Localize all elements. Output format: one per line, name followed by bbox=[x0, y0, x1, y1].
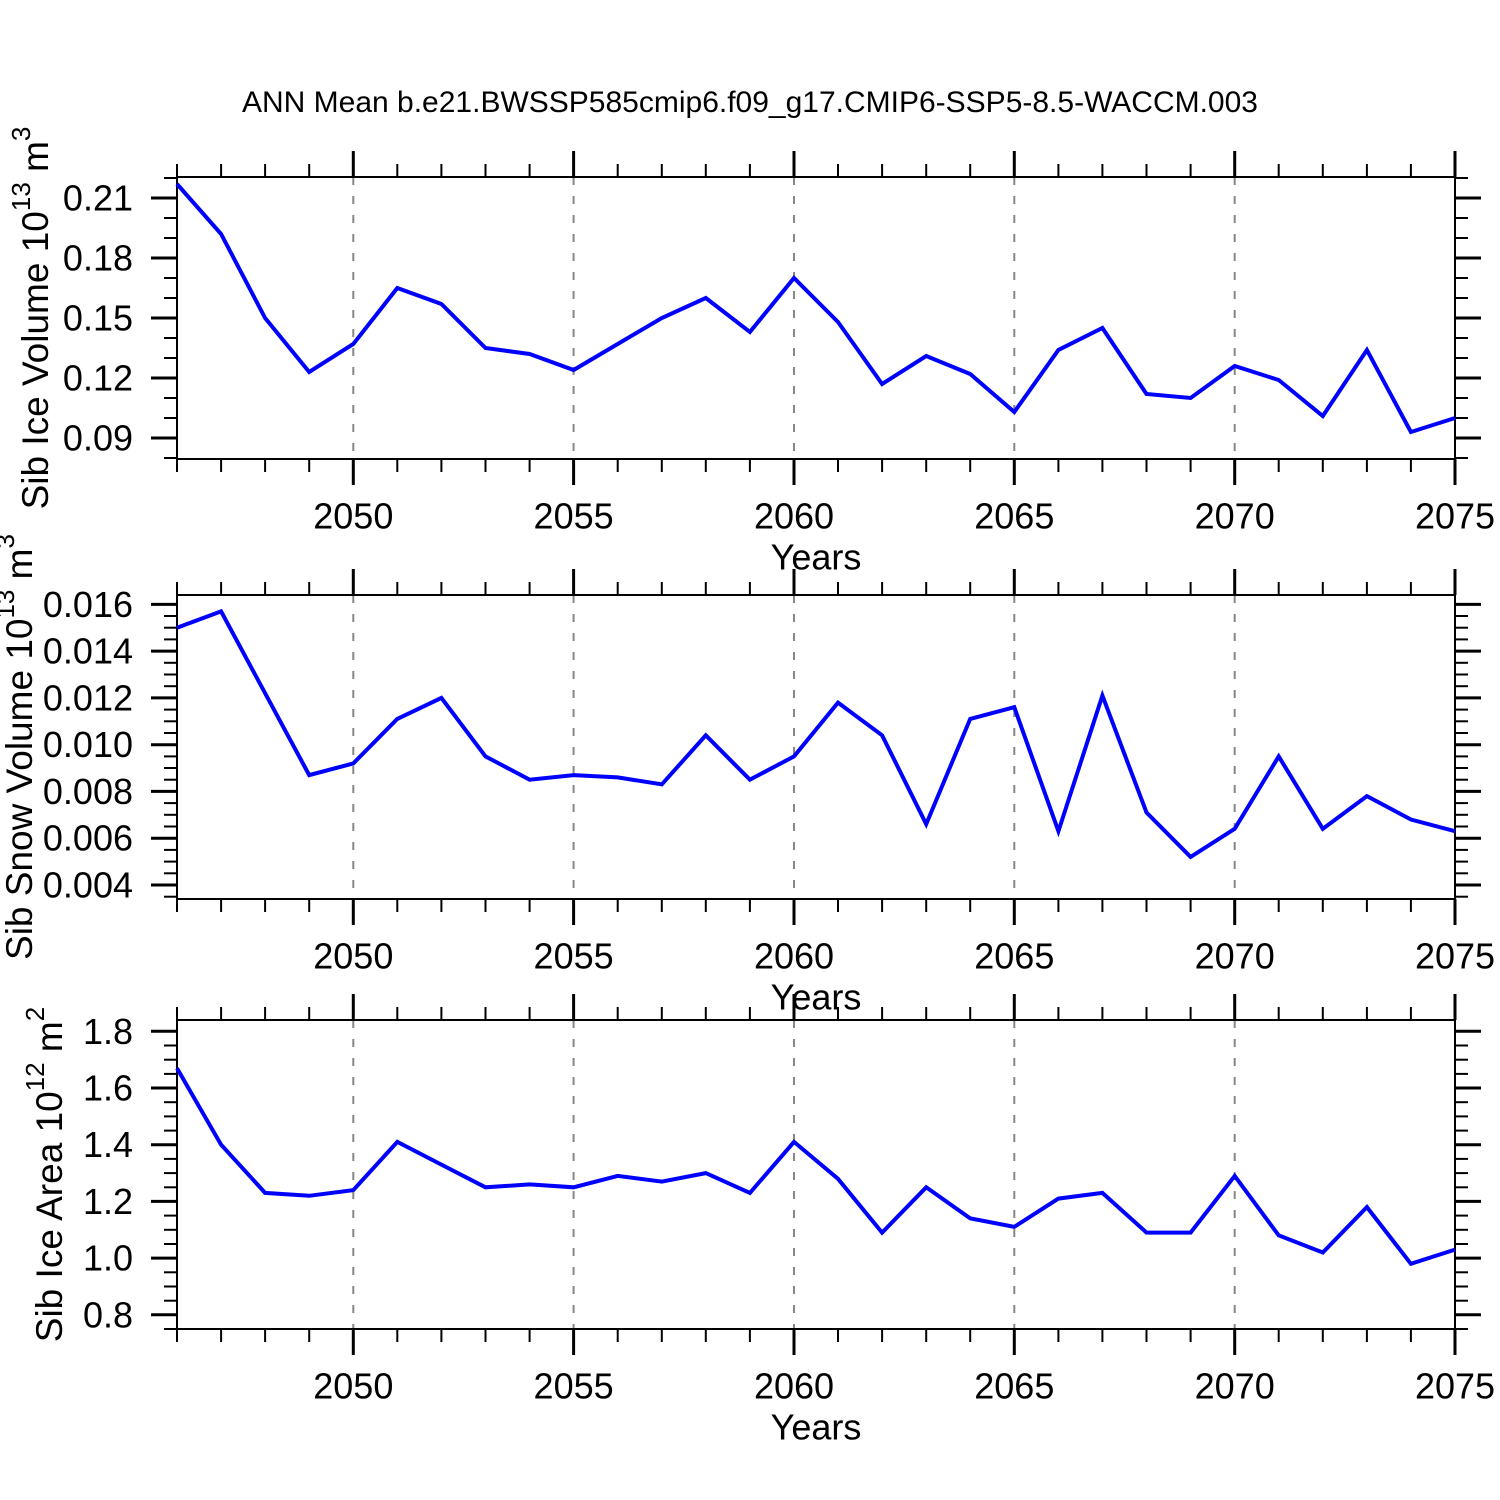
y-tick-label: 0.012 bbox=[43, 677, 133, 718]
x-tick-label: 2050 bbox=[313, 936, 393, 977]
x-tick-label: 2070 bbox=[1195, 496, 1275, 537]
x-tick-label: 2060 bbox=[754, 496, 834, 537]
y-tick-label: 1.6 bbox=[83, 1068, 133, 1109]
chart-title: ANN Mean b.e21.BWSSP585cmip6.f09_g17.CMI… bbox=[241, 86, 1258, 119]
sib-snow-volume-line bbox=[176, 608, 1456, 860]
panel-sib-snow-volume: 0.016 0.014 0.012 0.010 0.008 0.006 0.004 2050 2… bbox=[0, 534, 1495, 1017]
panel-sib-ice-area: 1.8 1.6 1.4 1.2 1.0 0.8 2050 2055 2060 2065 2070 20… bbox=[20, 994, 1495, 1448]
y-tick-label: 0.008 bbox=[43, 771, 133, 812]
y-tick-label: 1.2 bbox=[83, 1181, 133, 1222]
y-tick-label: 0.006 bbox=[43, 818, 133, 859]
y-tick-label: 0.12 bbox=[63, 358, 133, 399]
x-tick-label: 2055 bbox=[534, 1366, 614, 1407]
plot-frame bbox=[176, 176, 1456, 460]
y-tick-label: 0.014 bbox=[43, 631, 133, 672]
y-tick-label: 1.4 bbox=[83, 1124, 133, 1165]
y-tick-label: 0.004 bbox=[43, 865, 133, 906]
plot-frame bbox=[176, 594, 1456, 900]
y-tick-label: 0.8 bbox=[83, 1294, 133, 1335]
panel-sib-ice-volume: 0.21 0.18 0.15 0.12 0.09 2050 2055 2060 2065 2070… bbox=[6, 127, 1495, 578]
x-tick-label: 2075 bbox=[1415, 936, 1495, 977]
sib-ice-volume-line bbox=[175, 182, 1456, 435]
x-tick-label: 2075 bbox=[1415, 1366, 1495, 1407]
x-tick-label: 2065 bbox=[974, 1366, 1054, 1407]
y-tick-label: 0.010 bbox=[43, 724, 133, 765]
x-tick-label: 2055 bbox=[534, 496, 614, 537]
x-axis-title: Years bbox=[771, 1407, 862, 1448]
y-axis-title: Sib Ice Volume 1013 m3 bbox=[6, 127, 56, 510]
x-tick-label: 2065 bbox=[974, 496, 1054, 537]
x-axis-title: Years bbox=[771, 537, 862, 578]
y-tick-label: 0.09 bbox=[63, 418, 133, 459]
x-tick-label: 2070 bbox=[1195, 936, 1275, 977]
sib-ice-area-line bbox=[175, 1067, 1456, 1267]
x-axis-title: Years bbox=[771, 977, 862, 1018]
x-tick-label: 2075 bbox=[1415, 496, 1495, 537]
y-tick-label: 0.016 bbox=[43, 584, 133, 625]
y-tick-label: 1.0 bbox=[83, 1238, 133, 1279]
plot-frame bbox=[176, 1019, 1456, 1330]
x-tick-label: 2060 bbox=[754, 1366, 834, 1407]
x-tick-label: 2050 bbox=[313, 1366, 393, 1407]
y-tick-label: 1.8 bbox=[83, 1011, 133, 1052]
x-tick-label: 2050 bbox=[313, 496, 393, 537]
x-tick-label: 2065 bbox=[974, 936, 1054, 977]
y-axis-title: Sib Ice Area 1012 m2 bbox=[20, 1007, 70, 1342]
x-tick-label: 2055 bbox=[534, 936, 614, 977]
y-tick-label: 0.21 bbox=[63, 178, 133, 219]
y-axis-title: Sib Snow Volume 1013 m3 bbox=[0, 534, 40, 960]
y-tick-label: 0.15 bbox=[63, 298, 133, 339]
y-tick-label: 0.18 bbox=[63, 238, 133, 279]
x-tick-label: 2070 bbox=[1195, 1366, 1275, 1407]
x-tick-label: 2060 bbox=[754, 936, 834, 977]
